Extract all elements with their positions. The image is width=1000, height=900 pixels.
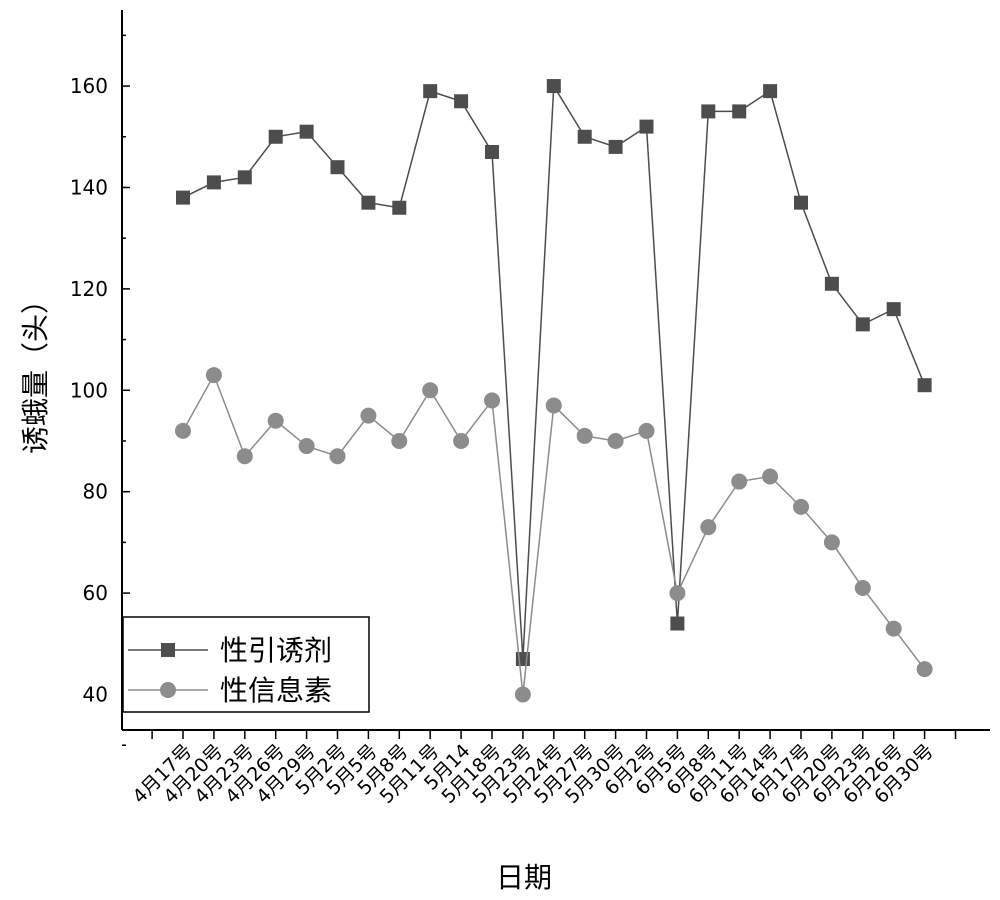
data-point-series-2 (484, 392, 500, 409)
data-point-series-2 (762, 468, 779, 485)
data-point-series-2 (422, 382, 439, 399)
data-point-series-2 (607, 432, 624, 449)
data-point-series-1 (268, 129, 283, 144)
data-point-series-2 (576, 427, 593, 444)
data-point-series-2 (916, 661, 933, 678)
x-axis-title: 日期 (496, 861, 552, 894)
legend-label-series-1: 性引诱剂 (220, 634, 332, 667)
y-tick-label: 40 (83, 683, 108, 707)
y-axis-title: 诱蛾量（头） (19, 286, 52, 454)
data-point-series-2 (823, 534, 840, 551)
data-point-series-1 (237, 170, 252, 185)
data-point-series-1 (917, 378, 932, 393)
series-2 (175, 367, 933, 703)
series-line-1 (182, 83, 926, 660)
data-point-series-1 (330, 160, 345, 175)
data-point-series-1 (361, 195, 376, 210)
data-point-series-1 (701, 104, 716, 119)
data-point-series-2 (545, 397, 562, 414)
y-tick-label: 80 (83, 480, 108, 504)
data-point-series-1 (206, 175, 221, 190)
data-point-series-1 (392, 200, 407, 215)
data-point-series-1 (855, 317, 870, 332)
data-point-series-2 (700, 519, 717, 536)
data-point-series-2 (391, 432, 408, 449)
data-point-series-1 (454, 94, 469, 109)
data-point-series-2 (236, 448, 253, 465)
data-point-series-2 (205, 367, 222, 384)
data-point-series-2 (854, 580, 871, 597)
data-point-series-1 (886, 302, 901, 317)
y-tick-label: 120 (70, 277, 108, 301)
y-tick-label: 140 (70, 175, 108, 199)
data-point-series-1 (577, 129, 592, 144)
data-point-series-2 (267, 412, 284, 429)
data-point-series-1 (608, 139, 623, 154)
data-point-series-1 (485, 144, 499, 159)
data-point-series-2 (669, 585, 686, 602)
data-point-series-1 (670, 616, 685, 631)
data-point-series-2 (638, 422, 655, 439)
data-point-series-2 (885, 620, 902, 637)
series-layer (175, 79, 933, 703)
data-point-series-1 (423, 84, 438, 99)
y-tick-label: 160 (70, 74, 108, 98)
data-point-series-2 (329, 448, 346, 465)
data-point-series-1 (546, 79, 561, 94)
series-1 (176, 79, 932, 667)
legend: 性引诱剂 性信息素 (122, 616, 370, 713)
data-point-series-2 (793, 498, 809, 515)
data-point-series-2 (514, 686, 531, 703)
y-tick-label: 100 (70, 378, 108, 402)
data-point-series-1 (732, 104, 747, 119)
data-point-series-2 (175, 422, 191, 439)
legend-marker-series-1 (161, 643, 175, 657)
data-point-series-2 (731, 473, 748, 490)
data-point-series-1 (763, 84, 778, 99)
legend-marker-series-2 (160, 682, 176, 698)
legend-label-series-2: 性信息素 (220, 674, 332, 707)
data-point-series-1 (639, 119, 654, 134)
data-point-series-1 (794, 195, 808, 210)
y-tick-label: 60 (83, 581, 108, 605)
data-point-series-1 (824, 276, 839, 291)
data-point-series-1 (176, 190, 190, 205)
data-point-series-2 (298, 438, 315, 455)
data-point-series-2 (453, 432, 470, 449)
data-point-series-1 (299, 124, 314, 139)
data-point-series-2 (360, 407, 377, 424)
